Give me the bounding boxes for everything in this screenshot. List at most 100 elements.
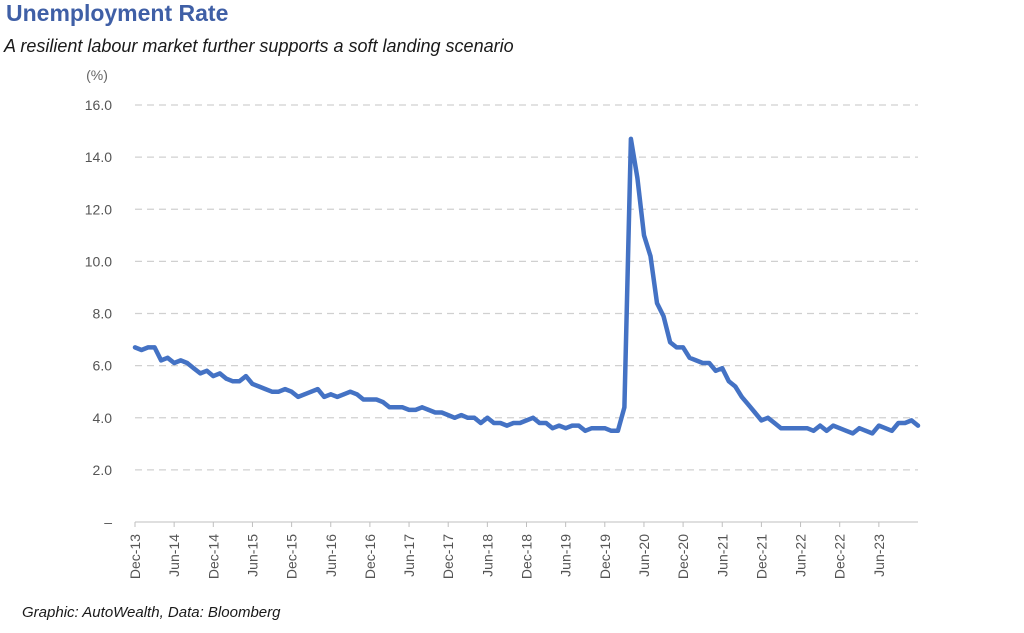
data-point [165, 355, 170, 360]
data-point [152, 345, 157, 350]
data-point [198, 371, 203, 376]
data-point [785, 426, 790, 431]
data-point [531, 415, 535, 420]
data-point [863, 428, 868, 433]
data-point [831, 423, 836, 428]
data-point [648, 254, 653, 259]
data-point [146, 345, 151, 350]
data-point [857, 426, 862, 431]
x-tick-label: Jun-21 [714, 534, 730, 577]
data-point [498, 421, 503, 425]
data-point [596, 426, 601, 431]
data-point [903, 421, 907, 425]
data-point [583, 428, 588, 433]
data-point [400, 405, 405, 410]
data-point [191, 366, 196, 371]
data-point [185, 361, 190, 365]
y-tick-label: 2.0 [93, 462, 113, 478]
x-tick-label: Jun-15 [244, 534, 260, 577]
data-point [504, 423, 509, 428]
data-point [563, 426, 568, 431]
data-point [635, 176, 640, 180]
data-point [354, 392, 359, 397]
data-point [420, 405, 425, 410]
data-point [485, 415, 490, 420]
series-line [132, 136, 921, 436]
data-point [413, 407, 418, 412]
data-point [916, 423, 920, 428]
data-point [250, 381, 255, 386]
data-point [374, 397, 379, 402]
x-tick-label: Dec-20 [675, 534, 691, 579]
data-point [798, 426, 803, 431]
data-point [511, 421, 516, 425]
data-point [876, 423, 881, 428]
x-tick-label: Jun-18 [479, 534, 495, 577]
chart-title: Unemployment Rate [6, 0, 229, 26]
x-tick-label: Jun-17 [401, 534, 417, 577]
data-point [491, 421, 496, 425]
data-point [687, 355, 692, 360]
data-point [289, 389, 294, 394]
x-tick-label: Dec-16 [362, 534, 378, 579]
data-point [622, 405, 627, 410]
data-point [367, 397, 372, 402]
y-unit-label: (%) [86, 67, 108, 83]
data-point [139, 348, 144, 352]
y-tick-label: 6.0 [93, 358, 113, 374]
data-point [576, 423, 581, 428]
data-point [407, 407, 412, 412]
data-point [243, 374, 248, 379]
data-point [544, 421, 549, 425]
data-point [824, 428, 829, 433]
data-point [217, 371, 222, 376]
data-point [707, 361, 712, 365]
data-point [276, 389, 281, 394]
data-point [681, 345, 686, 350]
data-point [615, 428, 620, 433]
data-point [752, 410, 757, 415]
data-point [302, 392, 307, 397]
x-tick-label: Dec-18 [519, 534, 535, 579]
data-point [733, 384, 738, 389]
data-point [726, 379, 731, 384]
x-tick-label: Jun-16 [323, 534, 339, 577]
data-point [759, 418, 764, 423]
data-point [524, 418, 529, 423]
data-point [889, 428, 894, 433]
data-point [478, 421, 483, 425]
data-point [328, 392, 333, 397]
y-tick-label: 12.0 [85, 201, 112, 217]
x-tick-label: Jun-23 [871, 534, 887, 577]
data-point [335, 394, 340, 399]
data-point [668, 340, 673, 345]
data-point [609, 428, 614, 433]
data-point [779, 426, 783, 431]
data-point [700, 361, 705, 365]
data-point [361, 397, 366, 402]
data-point [518, 421, 522, 425]
data-point [896, 421, 901, 425]
data-point [433, 410, 438, 415]
data-point [465, 415, 470, 420]
data-point [309, 389, 314, 394]
data-point [296, 394, 301, 399]
data-point [159, 358, 164, 363]
data-point [426, 407, 431, 412]
data-point [263, 387, 268, 392]
gridlines [135, 104, 918, 471]
x-tick-label: Jun-14 [166, 534, 182, 577]
data-point [172, 361, 177, 365]
data-point [713, 368, 718, 373]
chart-subtitle: A resilient labour market further suppor… [4, 36, 514, 56]
data-point [772, 421, 777, 425]
x-tick-label: Dec-14 [205, 534, 221, 579]
data-point [557, 423, 562, 428]
data-point [270, 389, 274, 394]
data-point [765, 415, 770, 420]
data-point [133, 345, 137, 350]
data-point [589, 426, 594, 431]
y-tick-label: – [104, 514, 112, 530]
x-tick-label: Jun-20 [636, 534, 652, 577]
